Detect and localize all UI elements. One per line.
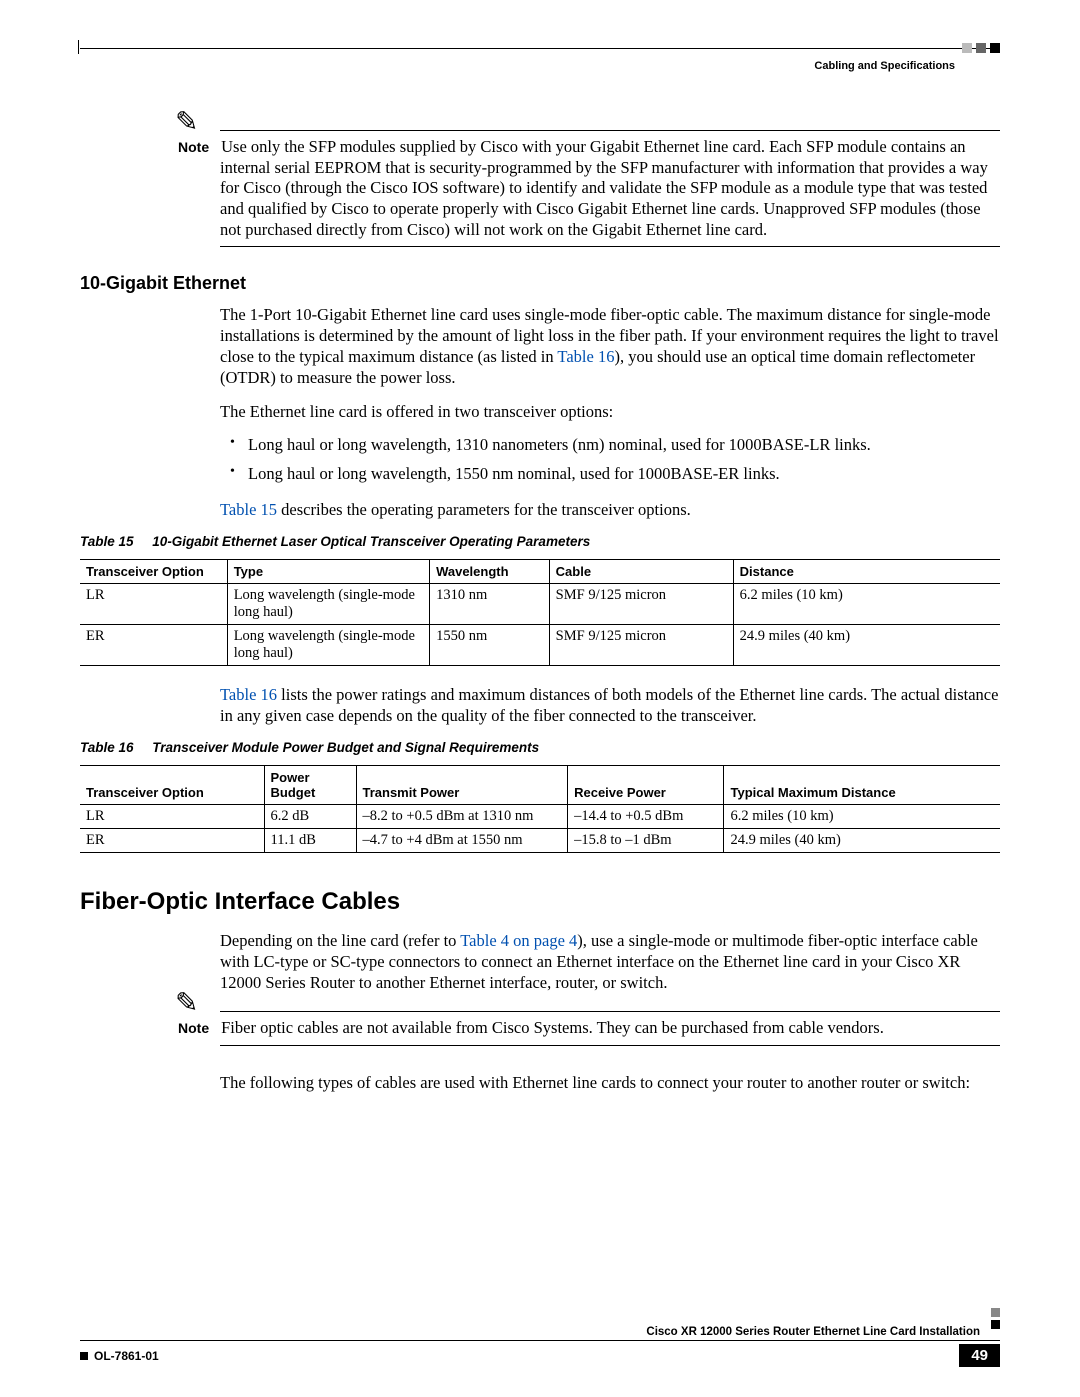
- header-block-dark: [990, 43, 1000, 53]
- col-header: Cable: [549, 559, 733, 583]
- col-header: Distance: [733, 559, 1000, 583]
- link-table15[interactable]: Table 15: [220, 500, 277, 519]
- para-table15-ref: Table 15 describes the operating paramet…: [220, 499, 1000, 520]
- header-section-title: Cabling and Specifications: [814, 60, 955, 72]
- note-label: Note: [178, 1020, 221, 1036]
- table-header-row: Transceiver Option Power Budget Transmit…: [80, 765, 1000, 804]
- col-header: Power Budget: [264, 765, 356, 804]
- table-header-row: Transceiver Option Type Wavelength Cable…: [80, 559, 1000, 583]
- table-row: LR Long wavelength (single-mode long hau…: [80, 583, 1000, 624]
- para-table16-ref: Table 16 lists the power ratings and max…: [220, 684, 1000, 726]
- note-text: Use only the SFP modules supplied by Cis…: [220, 137, 988, 239]
- footer-block-mid: [991, 1308, 1000, 1317]
- header-block-mid: [976, 43, 986, 53]
- page-footer: Cisco XR 12000 Series Router Ethernet Li…: [80, 1326, 1000, 1367]
- table-row: ER 11.1 dB –4.7 to +4 dBm at 1550 nm –15…: [80, 828, 1000, 852]
- note-icon: ✎: [175, 986, 198, 1020]
- table16-caption: Table 16 Transceiver Module Power Budget…: [80, 740, 1000, 755]
- header-left-tick: [78, 40, 79, 54]
- header-block-light: [962, 43, 972, 53]
- list-item: Long haul or long wavelength, 1550 nm no…: [220, 463, 1000, 484]
- col-header: Type: [227, 559, 429, 583]
- footer-doc-id: OL-7861-01: [80, 1349, 159, 1363]
- para-cable-types: The following types of cables are used w…: [220, 1072, 1000, 1093]
- para-fiber-intro: Depending on the line card (refer to Tab…: [220, 930, 1000, 993]
- table15-caption: Table 15 10-Gigabit Ethernet Laser Optic…: [80, 534, 1000, 549]
- note-sfp: ✎ NoteUse only the SFP modules supplied …: [220, 130, 1000, 247]
- col-header: Receive Power: [568, 765, 724, 804]
- link-table16-a[interactable]: Table 16: [557, 347, 614, 366]
- para-10g-options: The Ethernet line card is offered in two…: [220, 401, 1000, 422]
- table-row: ER Long wavelength (single-mode long hau…: [80, 624, 1000, 665]
- note-icon: ✎: [175, 105, 198, 139]
- note-text: Fiber optic cables are not available fro…: [221, 1018, 884, 1037]
- table-row: LR 6.2 dB –8.2 to +0.5 dBm at 1310 nm –1…: [80, 804, 1000, 828]
- transceiver-option-list: Long haul or long wavelength, 1310 nanom…: [220, 434, 1000, 485]
- col-header: Transceiver Option: [80, 559, 227, 583]
- table15: Transceiver Option Type Wavelength Cable…: [80, 559, 1000, 666]
- col-header: Wavelength: [430, 559, 550, 583]
- para-10g-intro: The 1-Port 10-Gigabit Ethernet line card…: [220, 304, 1000, 388]
- col-header: Transmit Power: [356, 765, 568, 804]
- footer-doc-title: Cisco XR 12000 Series Router Ethernet Li…: [80, 1326, 1000, 1340]
- link-table4[interactable]: Table 4 on page 4: [460, 931, 577, 950]
- link-table16-b[interactable]: Table 16: [220, 685, 277, 704]
- page-number: 49: [959, 1344, 1000, 1367]
- note-label: Note: [178, 139, 221, 155]
- header-bar: Cabling and Specifications: [80, 40, 1000, 70]
- list-item: Long haul or long wavelength, 1310 nanom…: [220, 434, 1000, 455]
- page-content: Cabling and Specifications ✎ NoteUse onl…: [80, 40, 1000, 1105]
- heading-fiber-optic: Fiber-Optic Interface Cables: [80, 888, 1000, 916]
- col-header: Transceiver Option: [80, 765, 264, 804]
- footer-block-dark: [991, 1320, 1000, 1329]
- note-fiber-cables: ✎ NoteFiber optic cables are not availab…: [220, 1011, 1000, 1046]
- table16: Transceiver Option Power Budget Transmit…: [80, 765, 1000, 853]
- heading-10g: 10-Gigabit Ethernet: [80, 273, 1000, 294]
- header-rule: [80, 48, 1000, 49]
- footer-block-icon: [80, 1352, 88, 1360]
- col-header: Typical Maximum Distance: [724, 765, 1000, 804]
